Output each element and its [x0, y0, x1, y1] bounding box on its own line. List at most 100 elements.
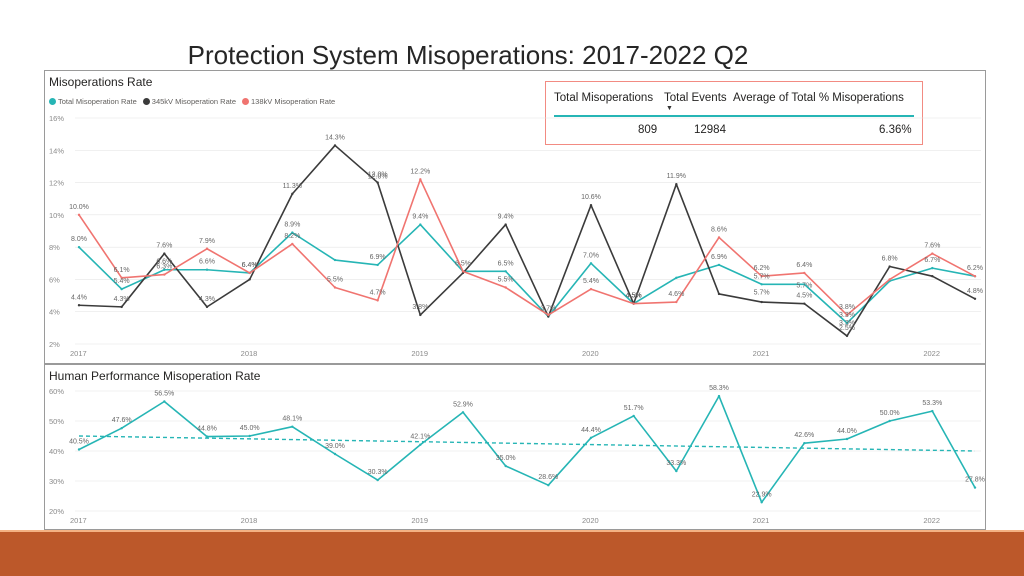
data-point — [77, 245, 81, 249]
y-tick-label: 2% — [49, 340, 60, 349]
data-point — [717, 236, 721, 239]
data-point — [973, 275, 977, 278]
data-point — [888, 419, 891, 423]
data-label: 6.5% — [498, 260, 514, 267]
legend-dot-total — [49, 98, 56, 105]
data-point — [205, 435, 209, 438]
data-label: 5.7% — [754, 273, 770, 280]
data-point — [333, 452, 337, 456]
data-label: 3.7% — [540, 306, 556, 313]
data-label: 6.7% — [924, 257, 940, 264]
data-label: 4.5% — [626, 293, 642, 300]
data-point — [589, 436, 593, 439]
human-performance-panel: Human Performance Misoperation Rate 20% 3… — [44, 364, 986, 530]
data-label: 8.6% — [711, 226, 727, 233]
data-label: 4.3% — [199, 296, 215, 303]
x-tick-label: 2019 — [411, 349, 428, 358]
data-point — [547, 315, 550, 318]
kpi-value-total-events: 12984 — [694, 124, 726, 136]
data-point — [120, 305, 123, 309]
data-label: 51.7% — [624, 405, 644, 412]
legend-item-138kv[interactable]: 138kV Misoperation Rate — [242, 97, 335, 106]
x-tick-label: 2017 — [70, 516, 87, 525]
data-label: 6.6% — [156, 259, 172, 266]
y-tick-label: 6% — [49, 275, 60, 284]
data-point — [120, 276, 123, 280]
data-point — [632, 302, 635, 305]
data-point — [291, 425, 294, 428]
data-point — [419, 178, 422, 181]
series-line-1 — [78, 144, 976, 337]
data-label: 3.3% — [839, 312, 855, 319]
y-tick-label: 40% — [49, 447, 64, 456]
legend-label-345kv: 345kV Misoperation Rate — [151, 97, 237, 106]
legend-item-345kv[interactable]: 345kV Misoperation Rate — [142, 97, 237, 106]
data-label: 5.7% — [754, 289, 770, 296]
data-point — [461, 411, 465, 414]
y-tick-label: 12% — [49, 179, 64, 188]
data-point — [931, 252, 934, 255]
data-point — [77, 304, 81, 307]
data-point — [504, 223, 507, 226]
series-line-0 — [78, 395, 976, 504]
data-point — [419, 223, 422, 226]
data-point — [717, 292, 721, 296]
x-tick-label: 2017 — [70, 349, 87, 358]
legend-label-total: Total Misoperation Rate — [58, 97, 137, 106]
data-point — [760, 300, 763, 304]
x-tick-label: 2021 — [753, 516, 770, 525]
kpi-header-total-misoperations[interactable]: Total Misoperations — [554, 92, 654, 104]
legend-item-total[interactable]: Total Misoperation Rate — [49, 97, 137, 106]
sort-descending-icon[interactable]: ▼ — [666, 105, 673, 112]
data-label: 6.1% — [114, 267, 130, 274]
data-point — [333, 258, 337, 262]
data-point — [461, 270, 465, 273]
data-point — [717, 394, 721, 398]
data-point — [77, 448, 81, 451]
data-label: 45.0% — [240, 425, 260, 432]
data-label: 3.3% — [839, 320, 855, 327]
kpi-header-total-events[interactable]: Total Events — [664, 92, 727, 104]
kpi-header-divider — [554, 115, 914, 117]
kpi-header-average-percent[interactable]: Average of Total % Misoperations — [733, 92, 904, 104]
kpi-table: Total Misoperations Total Events Average… — [545, 81, 923, 145]
x-tick-label: 2018 — [241, 349, 258, 358]
data-point — [248, 271, 251, 275]
data-label: 9.4% — [498, 214, 514, 221]
x-tick-label: 2020 — [582, 349, 599, 358]
data-label: 8.2% — [284, 233, 300, 240]
slide-title: Protection System Misoperations: 2017-20… — [187, 40, 749, 70]
y-tick-label: 8% — [49, 243, 60, 252]
kpi-value-total-misoperations: 809 — [638, 124, 658, 136]
data-point — [333, 286, 337, 289]
data-point — [803, 302, 806, 305]
y-tick-label: 20% — [49, 507, 64, 516]
y-tick-label: 14% — [49, 146, 64, 155]
data-label: 44.4% — [581, 427, 601, 434]
data-label: 50.0% — [880, 410, 900, 417]
data-label: 6.9% — [711, 254, 727, 261]
data-point — [845, 321, 849, 325]
data-label: 3.8% — [839, 304, 855, 311]
data-label: 10.0% — [69, 204, 89, 211]
data-label: 40.5% — [69, 439, 89, 446]
data-point — [931, 275, 934, 278]
data-label: 48.1% — [282, 416, 302, 423]
data-point — [803, 271, 806, 275]
data-point — [461, 270, 465, 273]
data-point — [589, 287, 593, 291]
data-label: 4.8% — [967, 288, 983, 295]
data-label: 10.6% — [581, 194, 601, 201]
data-label: 6.4% — [796, 262, 812, 269]
data-point — [589, 203, 593, 207]
data-label: 5.4% — [583, 278, 599, 285]
data-point — [589, 262, 593, 265]
data-point — [717, 263, 721, 267]
data-label: 12.2% — [410, 168, 430, 175]
data-label: 6.4% — [242, 262, 258, 269]
data-point — [291, 242, 294, 246]
data-point — [547, 313, 550, 317]
data-label: 4.7% — [370, 289, 386, 296]
data-point — [248, 271, 251, 275]
data-point — [675, 182, 678, 186]
